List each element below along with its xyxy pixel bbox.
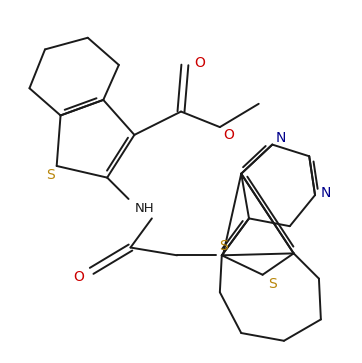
Text: S: S xyxy=(46,167,55,182)
Text: S: S xyxy=(219,238,228,253)
Text: NH: NH xyxy=(134,202,154,215)
Text: O: O xyxy=(223,128,234,142)
Text: N: N xyxy=(321,186,331,200)
Text: N: N xyxy=(275,131,286,144)
Text: O: O xyxy=(73,270,84,284)
Text: S: S xyxy=(268,277,277,291)
Text: O: O xyxy=(195,56,206,70)
